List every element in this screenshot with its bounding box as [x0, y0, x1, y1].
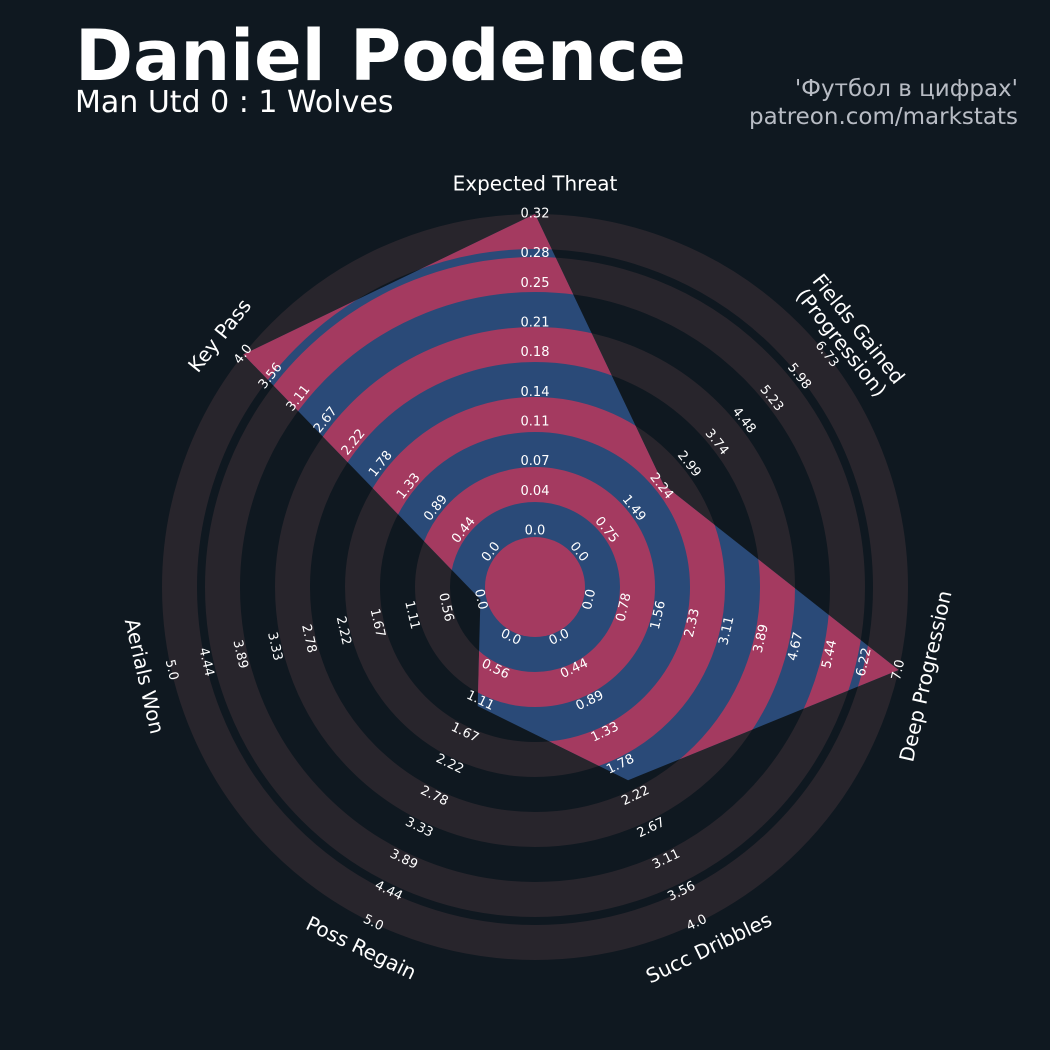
- tick-label: 0.07: [521, 454, 550, 469]
- tick-label: 1.11: [401, 599, 422, 631]
- tick-label: 6.22: [854, 646, 875, 678]
- tick-label: 0.0: [525, 524, 546, 539]
- tick-label: 5.0: [162, 658, 181, 682]
- tick-label: 2.33: [682, 607, 703, 639]
- tick-label: 2.78: [298, 623, 319, 655]
- tick-label: 0.78: [613, 592, 634, 624]
- tick-label: 3.89: [751, 623, 772, 655]
- tick-label: 0.14: [521, 385, 550, 400]
- tick-label: 0.18: [521, 345, 550, 360]
- tick-label: 3.11: [716, 615, 737, 647]
- tick-label: 0.11: [521, 415, 550, 430]
- tick-label: 2.22: [333, 615, 354, 647]
- tick-label: 3.89: [229, 639, 250, 671]
- tick-label: 0.21: [521, 315, 550, 330]
- tick-label: 5.44: [819, 638, 840, 670]
- credit: 'Футбол в цифрах': [795, 76, 1018, 102]
- tick-label: 3.33: [264, 631, 285, 663]
- tick-label: 4.67: [785, 631, 806, 663]
- tick-label: 0.56: [435, 592, 456, 624]
- chart-title: Daniel Podence: [75, 15, 686, 97]
- tick-label: 0.32: [521, 207, 550, 222]
- tick-label: 7.0: [889, 658, 908, 682]
- tick-label: 0.0: [471, 588, 490, 612]
- axis-label: Expected Threat: [453, 172, 618, 196]
- ring-highlight: [485, 537, 585, 637]
- tick-label: 4.44: [195, 646, 216, 678]
- tick-label: 1.67: [367, 607, 388, 639]
- chart-subtitle: Man Utd 0 : 1 Wolves: [75, 85, 393, 120]
- tick-label: 0.0: [580, 588, 599, 612]
- tick-label: 0.25: [521, 276, 550, 291]
- tick-label: 1.56: [648, 599, 669, 631]
- tick-label: 0.28: [521, 246, 550, 261]
- tick-label: 0.04: [521, 484, 550, 499]
- credit: patreon.com/markstats: [749, 104, 1018, 130]
